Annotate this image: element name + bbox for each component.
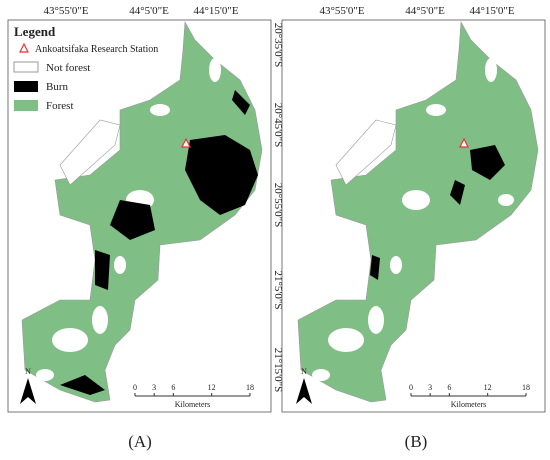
scale-label: 12	[484, 383, 492, 392]
longitude-label: 44°15'0"E	[193, 5, 238, 17]
longitude-label: 43°55'0"E	[319, 5, 364, 17]
north-arrow	[296, 378, 312, 404]
latitude-label: 21°15'0"S	[548, 348, 550, 393]
station-marker	[459, 137, 469, 148]
scale-label: 6	[447, 383, 451, 392]
scale-label: 12	[208, 383, 216, 392]
scale-label: 6	[171, 383, 175, 392]
latitude-label: 21°15'0"S	[272, 348, 284, 393]
longitude-label: 44°5'0"E	[405, 5, 445, 17]
latitude-label: 21°5'0"S	[548, 271, 550, 310]
scale-label: 18	[246, 383, 254, 392]
legend: Legend Ankoatsifaka Research Station Not…	[13, 24, 158, 112]
legend-item: Not forest	[46, 62, 90, 74]
burn-areas	[60, 90, 258, 395]
legend-item: Forest	[46, 100, 74, 112]
panel-b	[281, 19, 546, 413]
latitude-label: 20°55'0"S	[548, 183, 550, 228]
longitude-label: 43°55'0"E	[43, 5, 88, 17]
panel-label: (A)	[128, 432, 152, 451]
legend-swatch	[14, 100, 38, 111]
scale-label: 3	[428, 383, 432, 392]
panel-label: (B)	[405, 432, 428, 451]
latitude-label: 20°45'0"S	[272, 103, 284, 148]
scale-label: 0	[133, 383, 137, 392]
scale-label: 3	[152, 383, 156, 392]
burn-areas	[370, 145, 505, 280]
north-label: N	[301, 367, 307, 376]
legend-title: Legend	[14, 24, 56, 39]
scale-label: 18	[522, 383, 530, 392]
latitude-label: 20°55'0"S	[272, 183, 284, 228]
scale-label: 0	[409, 383, 413, 392]
panel-a: Legend Ankoatsifaka Research Station Not…	[7, 19, 272, 413]
legend-item: Burn	[46, 81, 69, 93]
latitude-label: 20°45'0"S	[548, 103, 550, 148]
legend-swatch	[19, 42, 29, 53]
scale-unit: Kilometers	[451, 400, 487, 409]
latitude-label: 21°5'0"S	[272, 271, 284, 310]
north-arrow	[20, 378, 36, 404]
latitude-label: 20°35'0"S	[272, 23, 284, 68]
legend-swatch	[14, 81, 38, 92]
north-label: N	[25, 367, 31, 376]
legend-item: Ankoatsifaka Research Station	[35, 44, 158, 55]
scale-unit: Kilometers	[175, 400, 211, 409]
longitude-label: 44°15'0"E	[469, 5, 514, 17]
legend-swatch	[13, 61, 39, 73]
station-marker	[181, 137, 191, 148]
longitude-label: 44°5'0"E	[129, 5, 169, 17]
latitude-label: 20°35'0"S	[548, 23, 550, 68]
